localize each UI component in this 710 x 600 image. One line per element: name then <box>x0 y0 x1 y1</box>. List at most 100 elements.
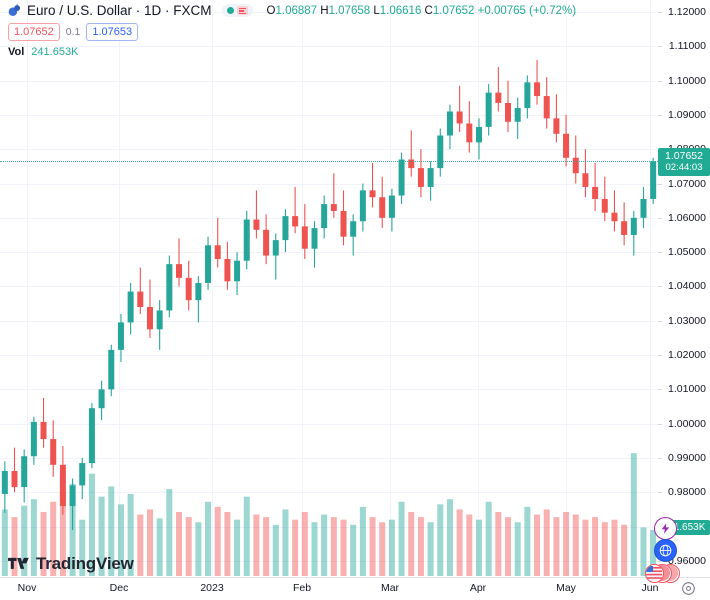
price-tick-mark <box>658 423 662 425</box>
time-tick-label: Apr <box>469 582 487 594</box>
candle-body <box>475 126 482 143</box>
globe-icon <box>659 544 672 557</box>
chart-type-toggle[interactable] <box>221 4 253 17</box>
price-tick-label: 1.06000 <box>668 211 706 224</box>
price-tick-mark <box>658 217 662 219</box>
volume-bar <box>437 504 444 576</box>
volume-bar <box>534 514 541 576</box>
volume-bar <box>21 505 28 576</box>
volume-bar <box>195 522 202 576</box>
country-flags-button[interactable] <box>644 563 680 584</box>
candle-body <box>282 216 289 241</box>
volume-bar <box>330 517 337 576</box>
volume-bar <box>601 522 608 576</box>
volume-bar <box>253 514 260 576</box>
candle-body <box>524 82 531 109</box>
price-tick-label: 1.09000 <box>668 108 706 121</box>
legend-title-row: Euro / U.S. Dollar · 1D · FXCM O1.06887 … <box>8 3 576 18</box>
low-value: 1.06616 <box>379 4 422 17</box>
candle-body <box>350 221 357 237</box>
open-label: O <box>266 4 276 17</box>
volume-bar <box>292 519 299 576</box>
volume-bar <box>205 501 212 576</box>
candle-body <box>156 310 163 330</box>
chart-plot-area[interactable]: TradingView <box>0 0 658 578</box>
candle-body <box>117 322 124 350</box>
candle-body <box>311 228 318 249</box>
volume-bar <box>427 522 434 576</box>
grid-line-horizontal <box>0 355 658 357</box>
volume-bar <box>582 519 589 576</box>
price-scale[interactable]: 1.07652 02:44:03 241.653K 1.12000 1.11000… <box>658 0 710 578</box>
ohlc-values: O1.06887 H1.07658 L1.06616 C1.07652 +0.0… <box>267 5 577 17</box>
open-value: 1.06887 <box>275 4 318 17</box>
grid-line-horizontal <box>0 114 658 116</box>
candle-body <box>1 470 8 494</box>
volume-bar <box>592 517 599 576</box>
candle-body <box>650 161 657 199</box>
volume-bar <box>263 517 270 576</box>
grid-line-horizontal <box>0 217 658 219</box>
volume-bar <box>127 494 134 576</box>
time-tick-label: Jun <box>641 582 659 594</box>
candle-body <box>456 111 463 124</box>
high-value: 1.07658 <box>328 4 371 17</box>
candle-body <box>127 291 134 323</box>
candle-body <box>263 229 270 256</box>
volume-bar <box>379 522 386 576</box>
volume-bar <box>553 517 560 576</box>
flag-stack <box>645 563 680 584</box>
volume-bar <box>621 524 628 576</box>
globe-button[interactable] <box>654 539 677 562</box>
price-tick-label: 1.07000 <box>668 177 706 190</box>
chart-settings-button[interactable] <box>681 581 696 596</box>
candle-body <box>185 277 192 301</box>
time-scale[interactable]: Nov Dec 2023 Feb Mar Apr May Jun <box>0 577 710 600</box>
candle-body <box>621 221 628 235</box>
grid-line-horizontal <box>0 560 658 562</box>
symbol-title[interactable]: Euro / U.S. Dollar · 1D · FXCM <box>27 3 212 18</box>
volume-bar <box>611 519 618 576</box>
time-tick-label: Nov <box>17 582 37 594</box>
price-tick-mark <box>658 355 662 357</box>
candle-body <box>195 283 202 301</box>
ask-price: 1.07653 <box>92 26 133 38</box>
candle-body <box>534 82 541 97</box>
candle-body <box>563 133 570 158</box>
volume-bar <box>563 512 570 576</box>
volume-bar <box>485 501 492 576</box>
volume-bar <box>59 491 66 576</box>
volume-bar <box>176 512 183 576</box>
grid-line-horizontal <box>0 457 658 459</box>
volume-bar <box>408 512 415 576</box>
candle-body <box>379 197 386 218</box>
ask-price-badge[interactable]: 1.07653 <box>86 23 139 41</box>
price-tick-label: 1.03000 <box>668 314 706 327</box>
candle-body <box>495 92 502 103</box>
candle-body <box>88 408 95 464</box>
volume-bar <box>640 527 647 576</box>
candle-body <box>30 421 37 457</box>
volume-bar <box>350 524 357 576</box>
grid-line-horizontal <box>0 423 658 425</box>
volume-bar <box>359 506 366 576</box>
candle-body <box>166 264 173 311</box>
grid-line-horizontal <box>0 526 658 528</box>
high-label: H <box>320 4 329 17</box>
volume-bar <box>166 488 173 576</box>
legend-quote-row: 1.07652 0.1 1.07653 <box>8 23 576 41</box>
lightning-alert-button[interactable] <box>654 517 677 540</box>
volume-bar <box>321 514 328 576</box>
grid-line-vertical <box>302 0 303 578</box>
candle-body <box>553 118 560 134</box>
candle-body <box>388 195 395 218</box>
candle-body <box>611 212 618 222</box>
volume-bar <box>272 524 279 576</box>
price-tick-label: 1.04000 <box>668 280 706 293</box>
volume-bar <box>137 514 144 576</box>
candle-body <box>59 464 66 506</box>
candle-body <box>514 108 521 122</box>
bid-price-badge[interactable]: 1.07652 <box>8 23 60 41</box>
price-tick-label: 1.00000 <box>668 417 706 430</box>
candle-body <box>427 168 434 187</box>
